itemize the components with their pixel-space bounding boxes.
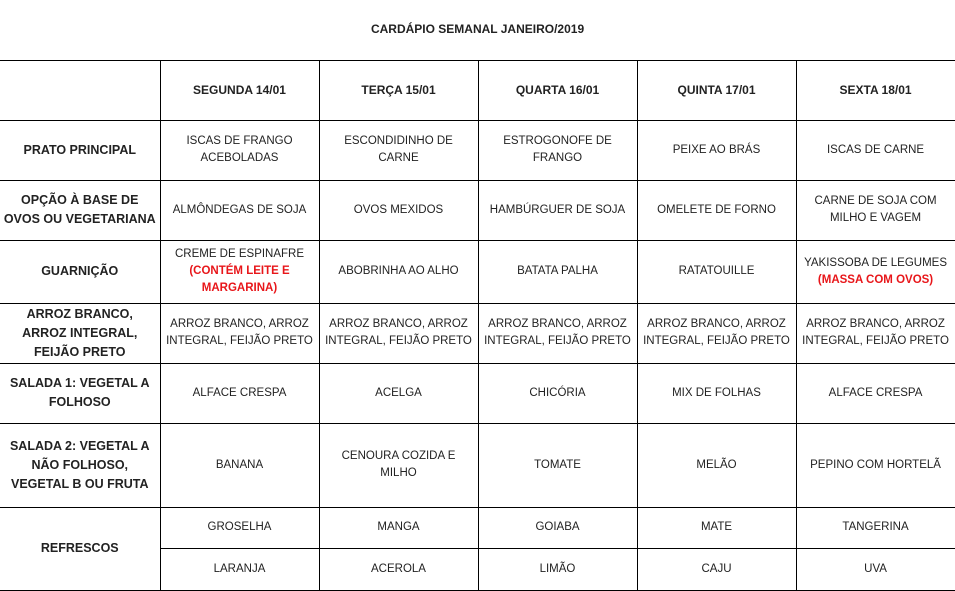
dish-text: RATATOUILLE (678, 265, 755, 277)
menu-cell: BANANA (159, 422, 320, 508)
drink-cell: MATE (636, 506, 797, 549)
menu-cell: CARNE DE SOJA COM MILHO E VAGEM (795, 179, 955, 241)
menu-cell: ARROZ BRANCO, ARROZ INTEGRAL, FEIJÃO PRE… (795, 302, 955, 364)
header-row: SEGUNDA 14/01 TERÇA 15/01 QUARTA 16/01 Q… (0, 59, 955, 121)
dish-text: YAKISSOBA DE LEGUMES (804, 256, 948, 269)
refrescos-row: REFRESCOS GROSELHA MANGA GOIABA MATE TANGERIN… (0, 506, 955, 591)
allergen-note: (MASSA COM OVOS) (817, 273, 934, 286)
day-header: QUINTA 17/01 (636, 59, 797, 121)
menu-row: ARROZ BRANCO, ARROZ INTEGRAL, FEIJÃO PRE… (0, 302, 955, 364)
menu-cell: ARROZ BRANCO, ARROZ INTEGRAL, FEIJÃO PRE… (159, 302, 320, 364)
drink-cell: GROSELHA (159, 506, 320, 549)
dish-text: ALFACE CRESPA (192, 386, 287, 399)
dish-text: BATATA PALHA (517, 265, 598, 277)
menu-cell: ALFACE CRESPA (795, 362, 955, 424)
menu-cell: MELÃO (636, 422, 797, 508)
dish-text: ACELGA (375, 386, 422, 399)
dish-text: TOMATE (534, 458, 581, 471)
drink-cell: GOIABA (477, 506, 638, 549)
allergen-note: (CONTÉM LEITE E MARGARINA) (189, 265, 290, 294)
dish-text: MELÃO (696, 458, 737, 471)
dish-text: BANANA (215, 458, 264, 471)
menu-cell: ESTROGONOFE DE FRANGO (477, 119, 638, 181)
menu-cell: ISCAS DE CARNE (795, 119, 955, 181)
row-label: REFRESCOS (0, 506, 161, 591)
day-header: TERÇA 15/01 (318, 59, 479, 121)
menu-cell: OVOS MEXIDOS (318, 179, 479, 241)
menu-cell: MIX DE FOLHAS (636, 362, 797, 424)
dish-text: ALMÔNDEGAS DE SOJA (172, 203, 307, 216)
menu-row: SALADA 1: VEGETAL A FOLHOSO ALFACE CRESPA… (0, 362, 955, 424)
dish-text: MIX DE FOLHAS (672, 386, 761, 399)
drink-cell: ACEROLA (318, 547, 479, 591)
dish-text: ARROZ BRANCO, ARROZ INTEGRAL, FEIJÃO PRE… (643, 318, 790, 347)
menu-cell: YAKISSOBA DE LEGUMES (MASSA COM OVOS) (795, 239, 955, 304)
corner-cell (0, 59, 161, 121)
menu-cell: PEPINO COM HORTELÃ (795, 422, 955, 508)
dish-text: ARROZ BRANCO, ARROZ INTEGRAL, FEIJÃO PRE… (484, 318, 631, 347)
day-header: QUARTA 16/01 (477, 59, 638, 121)
dish-text: PEPINO COM HORTELÃ (810, 458, 941, 471)
menu-cell: ISCAS DE FRANGO ACEBOLADAS (159, 119, 320, 181)
menu-cell: PEIXE AO BRÁS (636, 119, 797, 181)
drink-cell: TANGERINA (795, 506, 955, 549)
menu-cell: ARROZ BRANCO, ARROZ INTEGRAL, FEIJÃO PRE… (636, 302, 797, 364)
menu-cell: ARROZ BRANCO, ARROZ INTEGRAL, FEIJÃO PRE… (477, 302, 638, 364)
drink-cell: CAJU (636, 547, 797, 591)
menu-cell: ALMÔNDEGAS DE SOJA (159, 179, 320, 241)
menu-row: SALADA 2: VEGETAL A NÃO FOLHOSO, VEGETAL… (0, 422, 955, 508)
row-label: GUARNIÇÃO (0, 239, 161, 304)
row-label: SALADA 2: VEGETAL A NÃO FOLHOSO, VEGETAL… (0, 422, 161, 508)
menu-cell: CHICÓRIA (477, 362, 638, 424)
drink-cell: MANGA (318, 506, 479, 549)
menu-cell: OMELETE DE FORNO (636, 179, 797, 241)
menu-cell: ALFACE CRESPA (159, 362, 320, 424)
day-header: SEXTA 18/01 (795, 59, 955, 121)
dish-text: ARROZ BRANCO, ARROZ INTEGRAL, FEIJÃO PRE… (325, 318, 472, 347)
dish-text: PEIXE AO BRÁS (672, 143, 761, 156)
menu-cell: CENOURA COZIDA E MILHO (318, 422, 479, 508)
menu-cell: ACELGA (318, 362, 479, 424)
dish-text: ALFACE CRESPA (828, 386, 923, 399)
drink-cell: UVA (795, 547, 955, 591)
dish-text: ESTROGONOFE DE FRANGO (503, 135, 612, 164)
drink-cell: LARANJA (159, 547, 320, 591)
menu-cell: TOMATE (477, 422, 638, 508)
menu-cell: RATATOUILLE (636, 239, 797, 304)
dish-text: CENOURA COZIDA E MILHO (341, 450, 456, 479)
dish-text: ABOBRINHA AO ALHO (338, 265, 459, 277)
dish-text: ISCAS DE CARNE (826, 143, 925, 156)
menu-row: OPÇÃO À BASE DE OVOS OU VEGETARIANA ALMÔN… (0, 179, 955, 241)
dish-text: CREME DE ESPINAFRE (174, 248, 305, 260)
row-label: OPÇÃO À BASE DE OVOS OU VEGETARIANA (0, 179, 161, 241)
dish-text: HAMBÚRGUER DE SOJA (489, 203, 626, 216)
refrescos-row: LARANJA ACEROLA LIMÃO CAJU UVA (0, 547, 955, 591)
dish-text: OVOS MEXIDOS (353, 203, 444, 216)
row-label: PRATO PRINCIPAL (0, 119, 161, 181)
dish-text: ARROZ BRANCO, ARROZ INTEGRAL, FEIJÃO PRE… (802, 318, 949, 347)
menu-row: GUARNIÇÃO CREME DE ESPINAFRE (CONTÉM LEITE… (0, 239, 955, 304)
dish-text: ESCONDIDINHO DE CARNE (344, 135, 453, 164)
menu-cell: ESCONDIDINHO DE CARNE (318, 119, 479, 181)
dish-text: CARNE DE SOJA COM MILHO E VAGEM (814, 195, 937, 224)
dish-text: OMELETE DE FORNO (657, 203, 776, 216)
menu-cell: CREME DE ESPINAFRE (CONTÉM LEITE E MARGAR… (159, 239, 320, 304)
menu-cell: HAMBÚRGUER DE SOJA (477, 179, 638, 241)
dish-text: ARROZ BRANCO, ARROZ INTEGRAL, FEIJÃO PRE… (166, 318, 313, 347)
menu-row: PRATO PRINCIPAL ISCAS DE FRANGO ACEBOLADA… (0, 119, 955, 181)
day-header: SEGUNDA 14/01 (159, 59, 320, 121)
menu-title: CARDÁPIO SEMANAL JANEIRO/2019 (0, 0, 955, 61)
row-label: ARROZ BRANCO, ARROZ INTEGRAL, FEIJÃO PRE… (0, 302, 161, 364)
row-label: SALADA 1: VEGETAL A FOLHOSO (0, 362, 161, 424)
dish-text: CHICÓRIA (529, 386, 586, 399)
menu-cell: BATATA PALHA (477, 239, 638, 304)
dish-text: ISCAS DE FRANGO ACEBOLADAS (186, 135, 293, 164)
menu-cell: ABOBRINHA AO ALHO (318, 239, 479, 304)
drink-cell: LIMÃO (477, 547, 638, 591)
menu-cell: ARROZ BRANCO, ARROZ INTEGRAL, FEIJÃO PRE… (318, 302, 479, 364)
